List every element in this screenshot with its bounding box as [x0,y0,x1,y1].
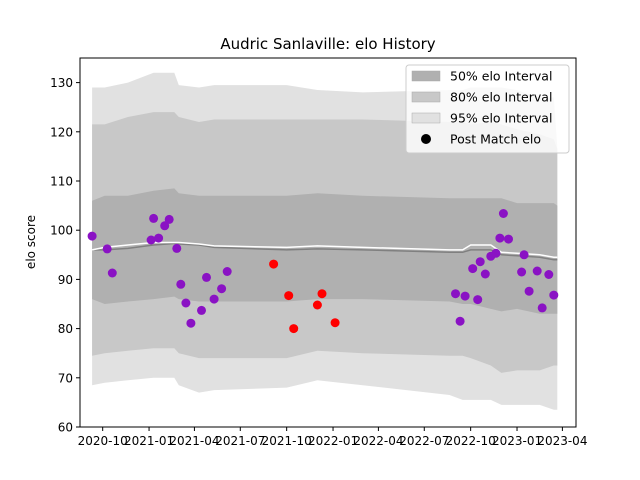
elo-point-18 [284,291,294,301]
elo-point-3 [146,235,156,245]
legend-swatch-0 [411,70,441,82]
elo-point-11 [186,318,196,328]
legend-label-2: 95% elo Interval [450,111,552,126]
elo-point-2 [107,268,117,278]
elo-point-5 [154,233,164,243]
elo-point-32 [495,233,505,243]
y-tick-label-120: 120 [50,125,73,139]
post-match-elo-points [87,209,559,334]
x-axis: 2020-102021-012021-042021-072021-102022-… [78,427,587,448]
mean-elo-line [91,241,558,259]
chart-title: Audric Sanlaville: elo History [220,35,435,53]
y-axis-label: elo score [24,215,38,269]
elo-point-4 [149,213,159,223]
x-tick-label-5: 2022-01 [308,434,358,448]
elo-point-20 [312,300,322,310]
legend-swatch-2 [411,112,441,124]
elo-point-33 [498,209,508,218]
legend: 50% elo Interval 80% elo Interval 95% elo … [405,64,570,154]
elo-point-21 [317,289,327,299]
x-tick-label-6: 2022-04 [353,434,403,448]
x-tick-label-2: 2021-04 [169,434,219,448]
x-tick-label-7: 2022-07 [399,434,449,448]
elo-point-19 [289,324,299,334]
elo-point-27 [473,295,483,305]
elo-point-9 [176,279,186,289]
y-tick-label-90: 90 [58,273,73,287]
elo-point-23 [451,289,460,299]
elo-point-12 [197,305,206,315]
elo-point-15 [217,284,227,294]
elo-point-39 [537,303,547,313]
x-tick-label-4: 2021-10 [262,434,312,448]
legend-label-1: 80% elo Interval [450,90,552,105]
elo-point-37 [524,286,534,296]
elo-point-17 [269,259,279,269]
plot-frame [79,57,577,428]
elo-point-22 [330,318,340,328]
elo-point-29 [480,269,490,279]
elo-point-13 [202,272,211,282]
y-tick-label-110: 110 [50,175,73,189]
elo-point-0 [87,231,97,241]
elo-point-14 [209,294,219,304]
elo-point-1 [102,244,112,254]
elo-point-31 [491,248,501,258]
elo-point-25 [460,291,470,301]
y-tick-label-80: 80 [58,322,73,336]
legend-label-0: 50% elo Interval [450,69,552,84]
y-tick-label-60: 60 [58,421,73,435]
elo-point-36 [519,250,529,260]
x-tick-label-1: 2021-01 [124,434,174,448]
elo-trend-lines [91,241,558,261]
elo-point-41 [549,290,559,300]
x-tick-label-3: 2021-07 [215,434,265,448]
legend-label-3: Post Match elo [450,132,541,147]
y-tick-label-100: 100 [50,224,73,238]
median-elo-line [92,242,558,261]
elo-point-28 [475,257,485,267]
x-tick-label-9: 2023-01 [492,434,542,448]
elo-point-8 [172,243,182,253]
elo-point-6 [160,221,170,231]
y-tick-label-130: 130 [50,76,73,90]
band-50 [92,188,558,314]
elo-point-24 [455,316,465,326]
elo-point-10 [181,298,191,308]
elo-point-40 [544,270,554,279]
elo-point-34 [504,234,513,244]
y-tick-label-70: 70 [58,371,73,385]
elo-interval-bands [92,72,558,410]
x-tick-label-0: 2020-10 [78,434,128,448]
elo-point-16 [222,267,232,276]
x-tick-label-8: 2022-10 [446,434,496,448]
legend-marker-3 [421,134,431,144]
y-axis: 60 70 80 90 100 110 120 130 [50,76,80,435]
x-tick-label-10: 2023-04 [537,434,587,448]
legend-swatch-1 [411,91,441,103]
elo-point-35 [517,267,527,277]
legend-box [405,64,570,154]
elo-point-26 [468,264,478,274]
elo-point-38 [532,266,542,276]
elo-point-7 [164,214,174,224]
